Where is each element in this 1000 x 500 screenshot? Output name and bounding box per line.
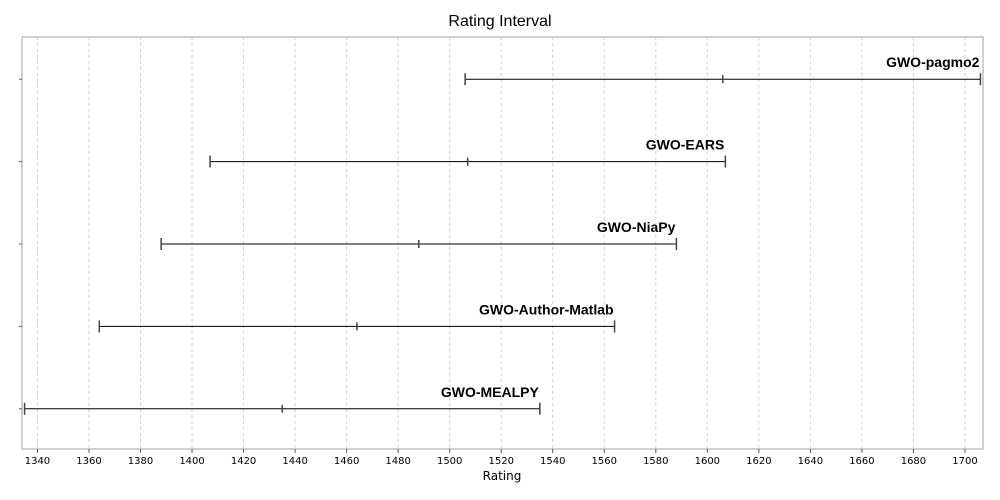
x-tick-label: 1540 <box>540 456 565 467</box>
x-tick-label: 1580 <box>643 456 668 467</box>
x-axis-ticks: 1340 1360 1380 1400 1420 1440 1460 1480 1500 1520… <box>25 449 978 467</box>
series-label: GWO-Author-Matlab <box>479 301 614 317</box>
x-tick-label: 1480 <box>385 456 410 467</box>
series-label: GWO-MEALPY <box>441 384 540 400</box>
x-tick-label: 1460 <box>334 456 359 467</box>
x-tick-label: 1500 <box>437 456 462 467</box>
x-tick-label: 1660 <box>849 456 874 467</box>
x-tick-label: 1340 <box>25 456 50 467</box>
series-label: GWO-EARS <box>646 137 725 153</box>
interval-row: GWO-NiaPy <box>160 219 678 250</box>
x-tick-label: 1700 <box>952 456 977 467</box>
interval-row: GWO-EARS <box>209 137 727 168</box>
x-tick-label: 1360 <box>76 456 101 467</box>
series-label: GWO-NiaPy <box>597 219 676 235</box>
x-tick-label: 1520 <box>488 456 513 467</box>
plot-frame <box>21 36 984 450</box>
x-tick-label: 1640 <box>798 456 823 467</box>
interval-series: GWO-pagmo2 GWO-EARS GWO-NiaPy GWO-Author-Ma… <box>23 54 982 415</box>
x-tick-label: 1380 <box>128 456 153 467</box>
interval-row: GWO-Author-Matlab <box>98 301 616 333</box>
interval-row: GWO-pagmo2 <box>464 54 982 86</box>
x-axis-label: Rating <box>483 469 522 483</box>
x-tick-label: 1680 <box>901 456 926 467</box>
x-tick-label: 1440 <box>282 456 307 467</box>
x-tick-label: 1560 <box>592 456 617 467</box>
series-label: GWO-pagmo2 <box>886 54 980 70</box>
chart-title: Rating Interval <box>448 13 551 30</box>
interval-row: GWO-MEALPY <box>23 384 541 415</box>
x-tick-label: 1600 <box>695 456 720 467</box>
x-tick-label: 1400 <box>179 456 204 467</box>
x-grid <box>36 37 966 449</box>
x-tick-label: 1420 <box>231 456 256 467</box>
y-axis-ticks <box>19 78 22 410</box>
x-tick-label: 1620 <box>746 456 771 467</box>
